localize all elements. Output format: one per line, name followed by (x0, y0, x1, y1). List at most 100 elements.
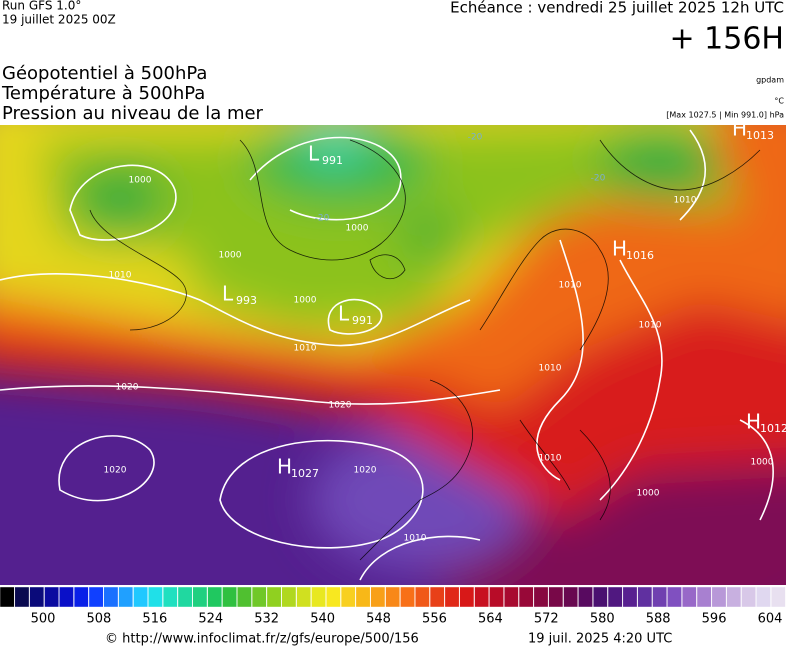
isobar-label: 1020 (354, 466, 377, 476)
color-swatch (296, 586, 312, 608)
color-swatch (622, 586, 638, 608)
temperature-label: -20 (315, 214, 330, 224)
center-value: 991 (352, 314, 373, 327)
color-swatch (326, 586, 341, 608)
color-swatch (207, 586, 223, 608)
colorbar: 500 508 516 524 532 540 548 556 564 572 580 588 596 6… (0, 586, 786, 627)
isobar-label: 1000 (294, 296, 317, 306)
isobar-label: 1010 (404, 534, 427, 544)
color-swatch (652, 586, 667, 608)
echeance: Echéance : vendredi 25 juillet 2025 12h … (450, 0, 784, 17)
colorbar-label: 516 (142, 612, 167, 627)
color-swatch (222, 586, 237, 608)
map (0, 125, 786, 585)
center-value: 1027 (291, 467, 319, 480)
colorbar-label: 500 (31, 612, 56, 627)
colorbar-label: 524 (198, 612, 223, 627)
isobar-label: 1020 (116, 383, 139, 393)
run: Run GFS 1.0° (2, 0, 81, 13)
unit: [Max 1027.5 | Min 991.0] hPa (666, 111, 784, 120)
title: Pression au niveau de la mer (2, 103, 264, 124)
color-swatch (29, 586, 45, 608)
isobar-label: 1020 (104, 466, 127, 476)
isobar-label: 1010 (639, 321, 662, 331)
title: Géopotentiel à 500hPa (2, 63, 207, 84)
color-swatch (103, 586, 119, 608)
colorbar-label: 572 (534, 612, 559, 627)
color-swatch (148, 586, 163, 608)
color-swatch (696, 586, 712, 608)
color-swatch (518, 586, 534, 608)
footer-time: 19 juil. 2025 4:20 UTC (528, 632, 672, 647)
color-swatch (444, 586, 460, 608)
center-type: H (277, 455, 292, 479)
title: Température à 500hPa (1, 83, 205, 104)
isobar-label: 1000 (751, 458, 774, 468)
color-swatch (281, 586, 297, 608)
color-swatch (177, 586, 193, 608)
center-value: 993 (236, 294, 257, 307)
center-value: 1013 (746, 129, 774, 142)
color-swatch (192, 586, 208, 608)
color-swatch (415, 586, 430, 608)
center-value: 991 (322, 154, 343, 167)
color-swatch (459, 586, 475, 608)
color-swatch (73, 586, 89, 608)
colorbar-label: 556 (422, 612, 447, 627)
center-type: H (746, 410, 761, 434)
color-swatch (44, 586, 59, 608)
center-type: H (732, 117, 747, 141)
center-type: L (308, 142, 320, 166)
color-swatch (400, 586, 415, 608)
colorbar-label: 508 (87, 612, 112, 627)
color-swatch (770, 586, 786, 608)
lead-time: + 156H (670, 22, 785, 57)
colorbar-label: 548 (366, 612, 391, 627)
temperature-label: -20 (468, 133, 483, 143)
isobar-label: 1010 (559, 281, 582, 291)
color-swatch (741, 586, 756, 608)
temperature-label: -20 (591, 174, 606, 184)
color-swatch (162, 586, 178, 608)
center-type: H (612, 237, 627, 261)
isobar-label: 1020 (329, 401, 352, 411)
footer-url: © http://www.infoclimat.fr/z/gfs/europe/… (105, 632, 419, 647)
color-swatch (474, 586, 489, 608)
color-swatch (133, 586, 148, 608)
center-type: L (338, 302, 350, 326)
isobar-label: 1010 (294, 344, 317, 354)
color-swatch (251, 586, 267, 608)
color-swatch (607, 586, 623, 608)
isobar-label: 1010 (539, 454, 562, 464)
color-swatch (340, 586, 356, 608)
run-date: 19 juillet 2025 00Z (2, 13, 116, 27)
isobar-label: 1000 (637, 489, 660, 499)
color-swatch (756, 586, 771, 608)
color-swatch (429, 586, 445, 608)
colorbar-label: 588 (646, 612, 671, 627)
color-swatch (385, 586, 401, 608)
color-swatch (370, 586, 386, 608)
isobar-label: 1010 (674, 196, 697, 206)
isobar-label: 1010 (109, 271, 132, 281)
colorbar-label: 532 (254, 612, 279, 627)
center-value: 1016 (626, 249, 654, 262)
color-swatch (726, 586, 742, 608)
color-swatch (593, 586, 608, 608)
color-swatch (118, 586, 134, 608)
colorbar-label: 604 (758, 612, 783, 627)
color-swatch (504, 586, 519, 608)
color-swatch (533, 586, 549, 608)
color-swatch (14, 586, 30, 608)
unit: gpdam (756, 76, 784, 85)
color-swatch (667, 586, 682, 608)
color-swatch (637, 586, 653, 608)
color-swatch (489, 586, 504, 608)
color-swatch (237, 586, 252, 608)
color-swatch (578, 586, 593, 608)
isobar-label: 1000 (129, 176, 152, 186)
coastlines (89, 139, 761, 561)
color-swatch (59, 586, 74, 608)
